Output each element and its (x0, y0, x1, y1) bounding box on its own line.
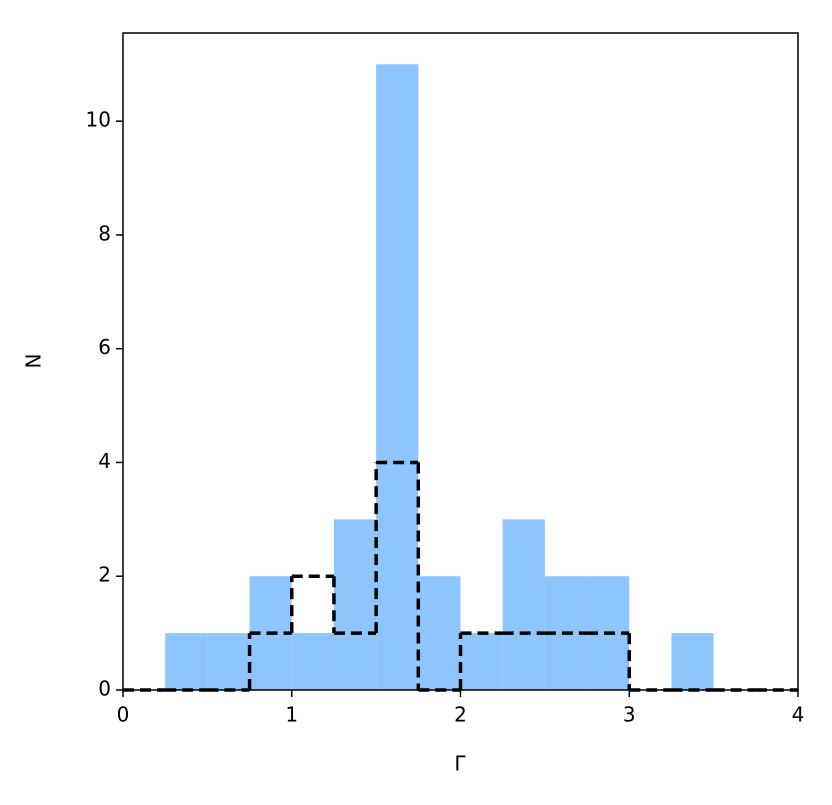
x-tick-label: 3 (623, 703, 636, 727)
histogram-bar (671, 633, 714, 690)
x-axis-label: Γ (454, 752, 466, 776)
histogram-bar (333, 519, 377, 690)
y-tick-label: 6 (98, 335, 111, 359)
y-axis-label: N (22, 354, 46, 369)
histogram-bar (502, 519, 545, 690)
y-tick-label: 10 (86, 108, 111, 132)
y-tick-label: 0 (98, 677, 111, 701)
x-tick-label: 2 (454, 703, 467, 727)
x-tick-label: 0 (117, 703, 130, 727)
y-tick-label: 2 (98, 563, 111, 587)
y-tick-label: 8 (98, 221, 111, 245)
x-tick-label: 4 (792, 703, 805, 727)
x-tick-label: 1 (285, 703, 298, 727)
histogram-bar (165, 633, 208, 690)
histogram-bar (291, 633, 334, 690)
histogram-bar (418, 576, 461, 690)
histogram-bar (207, 633, 250, 690)
histogram-bar (460, 633, 503, 690)
histogram-bar (376, 64, 419, 691)
y-tick-label: 4 (98, 449, 111, 473)
